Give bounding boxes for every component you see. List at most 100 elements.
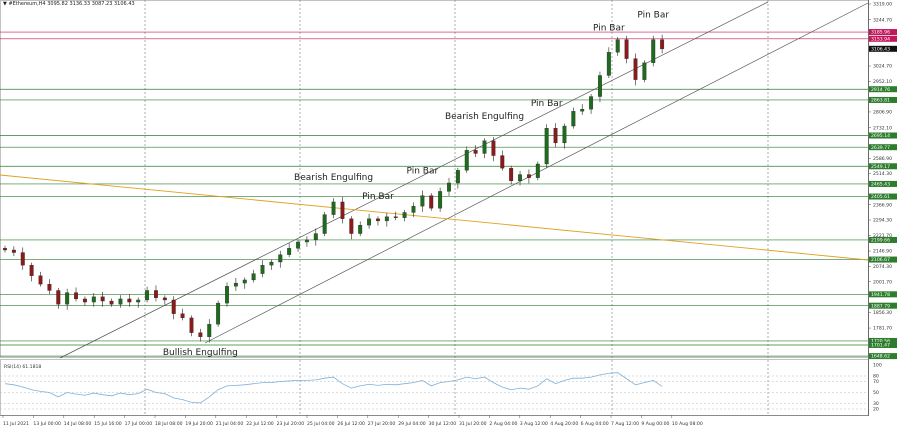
resistance-level-label: 3185.96	[871, 30, 890, 36]
support-level-tag	[869, 180, 897, 187]
x-tick-label: 3 Aug 12:00	[520, 421, 548, 427]
bearish-candle	[491, 140, 496, 156]
channel-upper-line[interactable]	[59, 1, 769, 359]
x-tick-label: 27 Jul 20:00	[368, 421, 396, 427]
bullish-candle	[242, 279, 247, 284]
x-tick-label: 11 Jul 2021	[3, 421, 29, 427]
x-tick-label: 23 Jul 20:00	[277, 421, 305, 427]
support-level-label: 1720.56	[871, 339, 890, 345]
collapse-icon[interactable]: ▼	[3, 1, 7, 7]
x-tick-label: 18 Jul 08:00	[155, 421, 183, 427]
pattern-label: Pin Bar	[531, 99, 563, 109]
x-tick-label: 15 Jul 16:00	[94, 421, 122, 427]
bullish-candle	[304, 239, 309, 243]
pattern-label: Pin Bar	[407, 167, 439, 177]
trend-lines[interactable]	[0, 1, 869, 359]
bullish-candle	[402, 212, 407, 218]
bullish-candle	[216, 302, 221, 325]
y-tick-label: 2952.10	[873, 79, 892, 85]
bearish-candle	[429, 195, 434, 209]
time-axis[interactable]: 11 Jul 2021 13 Jul 00:00 14 Jul 08:00 15 Ju…	[0, 415, 868, 427]
bearish-candle	[38, 275, 43, 285]
bullish-candle	[651, 39, 656, 63]
bullish-candle	[260, 265, 265, 274]
bearish-candle	[127, 298, 132, 303]
x-tick-label: 2 Aug 04:00	[489, 421, 517, 427]
bullish-candle	[642, 62, 647, 80]
bearish-candle	[29, 265, 34, 276]
bullish-candle	[296, 241, 300, 249]
rsi-line	[4, 372, 663, 404]
x-tick-label: 31 Jul 20:00	[459, 421, 487, 427]
support-level-label: 2914.76	[871, 87, 890, 93]
y-tick-label: 2146.90	[873, 249, 892, 255]
y-tick-label: 2514.30	[873, 171, 892, 177]
support-level-tag	[869, 337, 897, 344]
chart-header: ▼ #Ethereum,H4 3095.82 3136.33 3087.23 3…	[3, 1, 135, 7]
bullish-candle	[411, 206, 416, 213]
y-tick-label: 3244.70	[873, 17, 892, 23]
support-level-tag	[869, 341, 897, 348]
pattern-annotations: Bullish Engulfing Bearish Engulfing Pin Ba…	[163, 11, 670, 358]
support-level-tag	[869, 132, 897, 139]
bullish-candle	[233, 282, 238, 287]
candles	[3, 34, 665, 343]
bearish-candle	[349, 218, 354, 234]
bullish-candle	[455, 170, 460, 184]
bullish-candle	[278, 254, 283, 263]
support-level-label: 2465.43	[871, 182, 890, 188]
resistance-level-tag	[869, 29, 897, 36]
support-level-label: 1887.79	[871, 303, 890, 309]
bearish-candle	[154, 290, 158, 299]
x-tick-label: 29 Jul 04:00	[398, 421, 426, 427]
bearish-candle	[20, 252, 25, 266]
bullish-candle	[136, 299, 141, 303]
bearish-candle	[553, 128, 558, 144]
support-level-label: 2639.77	[871, 145, 890, 151]
support-level-label: 2549.17	[871, 164, 890, 170]
x-tick-label: 17 Jul 00:00	[125, 421, 153, 427]
y-tick-label: 2586.90	[873, 156, 892, 162]
bullish-candle	[287, 248, 292, 255]
support-level-tag	[869, 236, 897, 243]
x-tick-label: 25 Jul 04:00	[307, 421, 335, 427]
y-tick-label: 2001.70	[873, 279, 892, 285]
bearish-candle	[162, 297, 167, 301]
orange-trend-line[interactable]	[0, 174, 869, 261]
bullish-candle	[420, 195, 425, 207]
x-tick-label: 21 Jul 04:00	[216, 421, 244, 427]
bullish-candle	[118, 298, 123, 305]
x-tick-label: 6 Aug 04:00	[581, 421, 609, 427]
support-level-tag	[869, 96, 897, 103]
bullish-candle	[207, 324, 212, 338]
bullish-candle	[225, 286, 229, 304]
y-tick-label: 1856.30	[873, 310, 892, 316]
bearish-candle	[624, 39, 629, 59]
pattern-label: Pin Bar	[593, 23, 625, 33]
support-level-label: 2695.14	[871, 133, 890, 139]
y-tick-label: 2732.10	[873, 125, 892, 131]
bearish-candle	[109, 300, 114, 305]
rsi-label: RSI(14) 61.1818	[4, 364, 41, 370]
bullish-candle	[384, 216, 389, 222]
x-tick-label: 9 Aug 00:00	[641, 421, 669, 427]
bullish-candle	[606, 52, 611, 76]
symbol-label: #Ethereum,H4	[8, 1, 46, 7]
bullish-candle	[580, 109, 585, 112]
bullish-candle	[331, 201, 336, 215]
support-level-tag	[869, 291, 897, 298]
bearish-candle	[47, 284, 52, 291]
bearish-candle	[11, 249, 16, 253]
price-axis[interactable]: 3319.00 3244.70 3024.70 2952.10 2806.90 2732.…	[868, 2, 897, 360]
bearish-candle	[171, 299, 176, 314]
bearish-candle	[473, 150, 478, 154]
rsi-level-label: 20	[873, 407, 879, 413]
support-level-tag	[869, 302, 897, 309]
support-level-tag	[869, 144, 897, 151]
x-tick-label: 26 Jul 12:00	[337, 421, 365, 427]
y-tick-label: 3024.70	[873, 64, 892, 70]
support-level-label: 2199.66	[871, 238, 890, 244]
rsi-level-label: 70	[873, 379, 879, 385]
y-tick-label: 1781.70	[873, 326, 892, 332]
